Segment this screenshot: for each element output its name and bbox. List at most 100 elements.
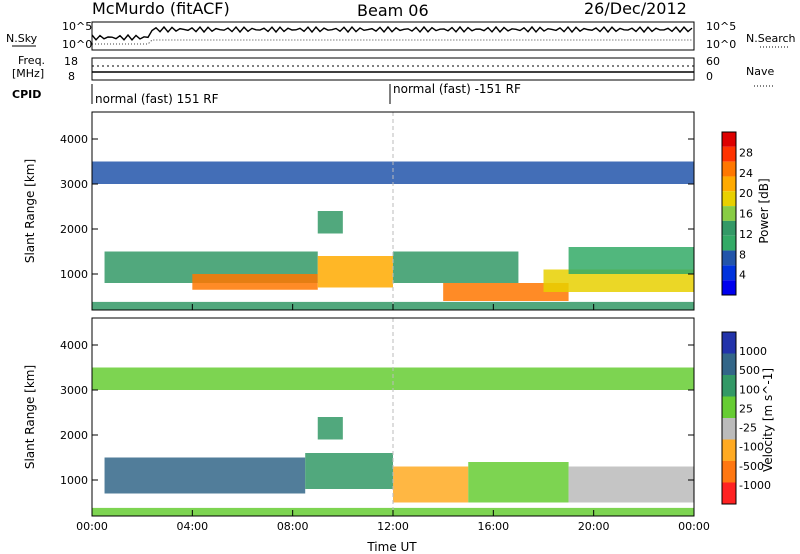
data-band-6	[543, 269, 694, 292]
freq-label-line1: Freq.	[18, 54, 45, 67]
colorbar-swatch	[722, 206, 736, 221]
colorbar-swatch	[722, 161, 736, 177]
data-band-4	[393, 251, 519, 283]
n-search-trace	[92, 39, 692, 45]
power-ylabel: Slant Range [km]	[23, 159, 37, 263]
colorbar-tick-label: 25	[739, 402, 753, 415]
power-y-ticks: 1000 2000 3000 4000	[60, 133, 694, 281]
beam-title: Beam 06	[357, 1, 429, 20]
y-tick-label: 4000	[60, 133, 88, 146]
x-tick-label: 16:00	[477, 520, 509, 533]
colorbar-swatch	[722, 396, 736, 418]
colorbar-tick-label: 16	[739, 208, 753, 221]
power-panel: 1000 2000 3000 4000 Slant Range [km] 28 24 20…	[23, 111, 771, 311]
x-tick-label: 20:00	[578, 520, 610, 533]
velocity-colorbar: 1000 500 100 25 -25 -100 -500 -1000	[721, 331, 771, 505]
x-axis-title: Time UT	[366, 540, 417, 554]
colorbar-tick-label: 8	[739, 248, 746, 261]
colorbar-swatch	[722, 235, 736, 251]
station-title: McMurdo (fitACF)	[92, 0, 230, 18]
colorbar-tick-label: -500	[739, 460, 764, 473]
y-tick-label: 1000	[60, 474, 88, 487]
colorbar-tick-label: 28	[739, 146, 753, 159]
noise-left-tick-bottom: 10^0	[62, 38, 92, 51]
colorbar-swatch	[722, 265, 736, 281]
nave-tick-top: 60	[706, 55, 720, 68]
colorbar-swatch	[722, 375, 736, 397]
colorbar-swatch	[722, 146, 736, 162]
colorbar-swatch	[722, 461, 736, 483]
y-tick-label: 1000	[60, 268, 88, 281]
x-tick-label: 12:00	[377, 520, 409, 533]
power-colorbar-label: Power [dB]	[757, 178, 771, 243]
power-data	[92, 112, 694, 310]
colorbar-tick-label: 100	[739, 383, 760, 396]
data-band-4	[468, 462, 569, 503]
data-band-2	[305, 453, 393, 489]
data-band-6	[92, 367, 694, 390]
noise-frame	[91, 21, 695, 51]
colorbar-swatch	[722, 132, 736, 147]
colorbar-tick-label: -1000	[739, 479, 771, 492]
colorbar-swatch	[722, 418, 736, 440]
velocity-data	[92, 318, 694, 516]
colorbar-tick-label: -25	[739, 422, 757, 435]
colorbar-swatch	[722, 353, 736, 375]
colorbar-tick-label: 12	[739, 228, 753, 241]
cpid-label: CPID	[12, 88, 41, 101]
x-tick-label: 04:00	[176, 520, 208, 533]
data-band-8	[92, 161, 694, 184]
data-band-2	[192, 274, 318, 290]
colorbar-frame	[721, 331, 737, 505]
cpid-segment-1: normal (fast) 151 RF	[95, 92, 219, 106]
y-tick-label: 2000	[60, 223, 88, 236]
freq-panel: 18 8 60 0 Freq. [MHz] Nave	[12, 54, 774, 87]
data-band-5	[568, 466, 694, 503]
colorbar-swatch	[722, 482, 736, 504]
y-tick-label: 3000	[60, 384, 88, 397]
cpid-segment-2: normal (fast) -151 RF	[393, 82, 521, 96]
colorbar-swatch	[722, 439, 736, 461]
colorbar-tick-label: 20	[739, 187, 753, 200]
noise-right-tick-bottom: 10^0	[706, 38, 736, 51]
colorbar-tick-label: 4	[739, 269, 746, 282]
colorbar-swatch	[722, 220, 736, 236]
x-tick-label: 08:00	[277, 520, 309, 533]
colorbar-swatch	[722, 250, 736, 266]
noise-right-tick-top: 10^5	[706, 20, 736, 33]
y-tick-label: 4000	[60, 339, 88, 352]
n-sky-trace	[91, 25, 693, 41]
date-title: 26/Dec/2012	[584, 0, 687, 18]
n-search-label: N.Search	[746, 32, 796, 45]
colorbar-swatch	[722, 280, 736, 295]
velocity-panel: 1000 2000 3000 4000 00:00 04:00 08:00 12:00 16:…	[23, 317, 775, 533]
data-band-3	[317, 256, 393, 288]
data-band-5	[443, 283, 569, 301]
y-tick-label: 3000	[60, 178, 88, 191]
colorbar-tick-label: 24	[739, 167, 753, 180]
n-sky-label: N.Sky	[6, 32, 38, 45]
data-band-7	[317, 417, 343, 440]
y-tick-label: 2000	[60, 429, 88, 442]
power-x-ticks	[91, 304, 695, 310]
velocity-ylabel: Slant Range [km]	[23, 365, 37, 469]
x-tick-label: 00:00	[76, 520, 108, 533]
nave-tick-bottom: 0	[706, 70, 713, 83]
colorbar-swatch	[722, 176, 736, 192]
data-band-9	[317, 211, 343, 234]
velocity-y-ticks: 1000 2000 3000 4000	[60, 339, 694, 487]
freq-frame	[91, 57, 695, 81]
colorbar-frame	[721, 131, 737, 296]
power-colorbar: 28 24 20 16 12 8 4	[721, 131, 753, 296]
freq-tick-top: 18	[64, 55, 78, 68]
colorbar-tick-label: 1000	[739, 345, 767, 358]
nave-label: Nave	[746, 65, 774, 78]
freq-tick-bottom: 8	[68, 70, 75, 83]
cpid-row: CPID normal (fast) 151 RF normal (fast) …	[12, 82, 521, 106]
freq-label-line2: [MHz]	[12, 67, 44, 80]
data-band-3	[393, 466, 469, 503]
colorbar-tick-label: 500	[739, 364, 760, 377]
velocity-x-ticks: 00:00 04:00 08:00 12:00 16:00 20:00 00:00	[76, 510, 710, 533]
data-band-1	[104, 457, 306, 494]
